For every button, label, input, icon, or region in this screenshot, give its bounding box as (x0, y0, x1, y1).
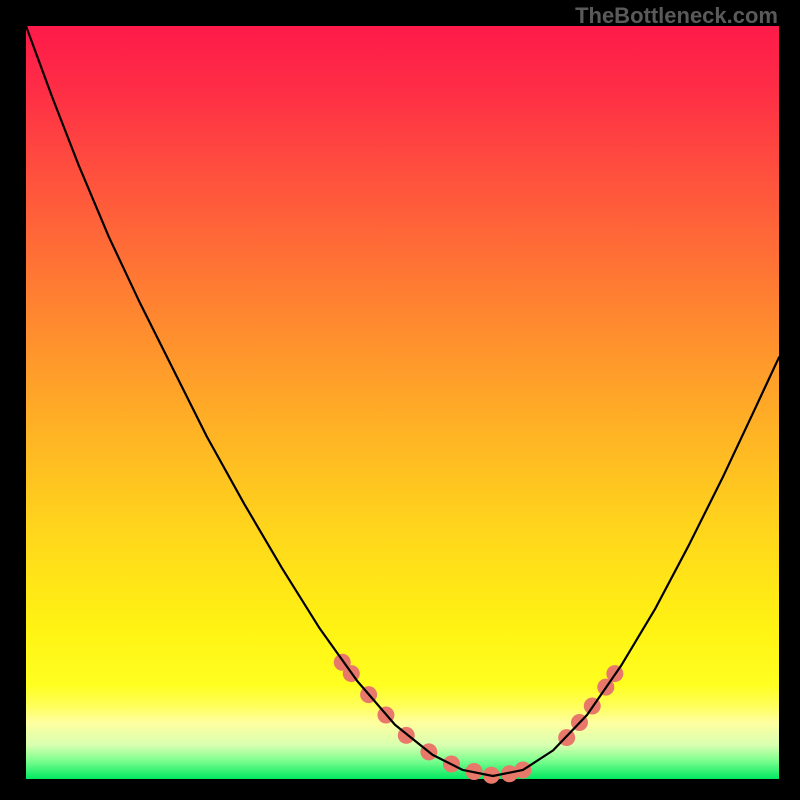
chart-svg (0, 0, 800, 800)
fit-markers-group (334, 654, 624, 784)
bottleneck-curve (26, 26, 779, 776)
